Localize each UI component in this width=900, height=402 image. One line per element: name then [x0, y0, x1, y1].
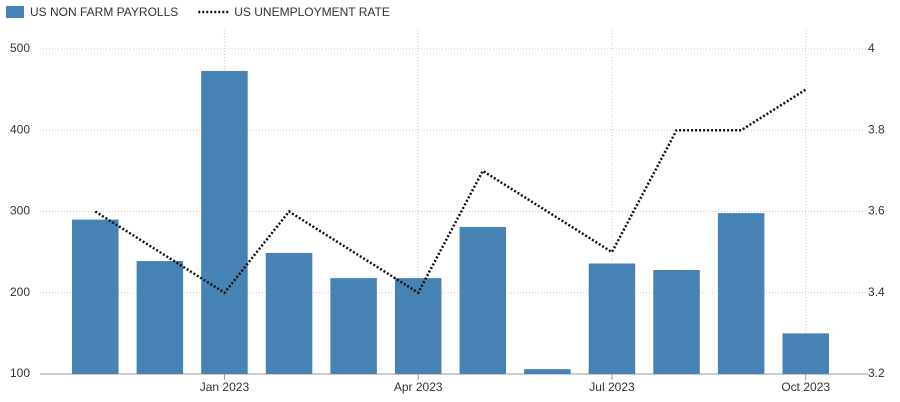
y-tick-label: 300	[10, 204, 30, 218]
bar	[265, 252, 313, 374]
y-tick-label: 200	[10, 285, 30, 299]
bar	[459, 226, 507, 374]
x-tick-label: Oct 2023	[781, 380, 830, 394]
bar	[201, 70, 248, 374]
bar	[72, 219, 119, 374]
legend-label: US UNEMPLOYMENT RATE	[234, 5, 390, 19]
bar	[588, 263, 636, 374]
x-tick-label: Apr 2023	[394, 380, 443, 394]
y2-tick-label: 3.8	[868, 122, 885, 136]
bar	[717, 213, 765, 374]
legend-swatch	[6, 6, 24, 18]
bar	[653, 270, 700, 374]
bar	[330, 278, 377, 374]
y2-tick-label: 3.6	[868, 204, 885, 218]
y2-tick-label: 3.4	[868, 285, 885, 299]
x-tick-label: Jan 2023	[200, 380, 250, 394]
bar	[136, 261, 184, 374]
y-tick-label: 400	[10, 122, 30, 136]
x-tick-label: Jul 2023	[589, 380, 635, 394]
legend-label: US NON FARM PAYROLLS	[30, 5, 178, 19]
bar	[782, 333, 829, 374]
bar	[524, 369, 571, 374]
y-tick-label: 500	[10, 41, 30, 55]
y2-tick-label: 3.2	[868, 366, 885, 380]
line	[94, 88, 807, 295]
y2-tick-label: 4	[868, 41, 875, 55]
y-tick-label: 100	[10, 366, 30, 380]
